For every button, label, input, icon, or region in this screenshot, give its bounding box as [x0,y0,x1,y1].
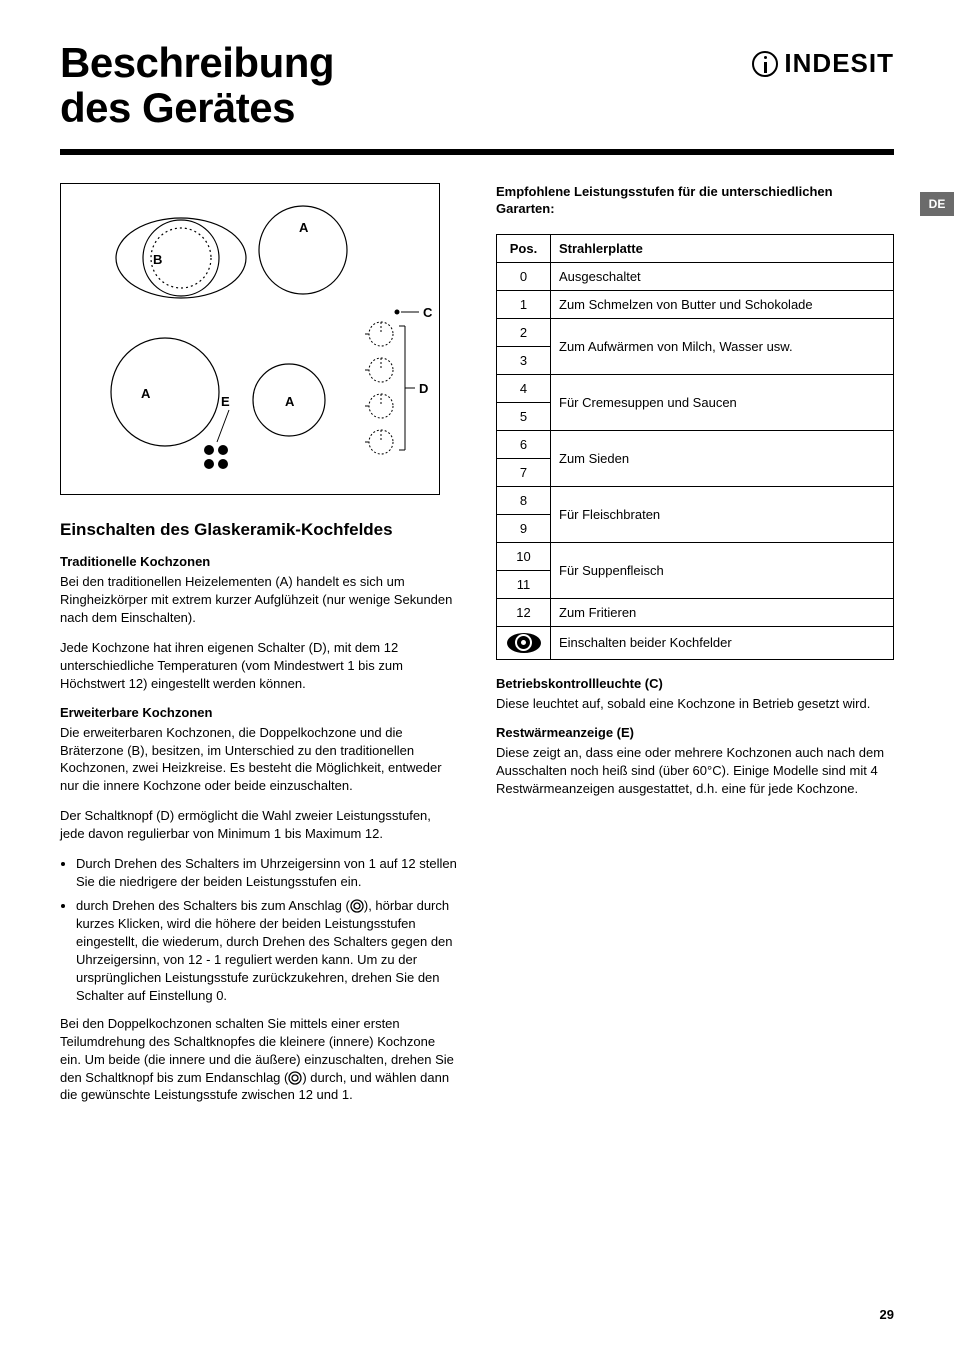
cell-pos: 5 [497,402,551,430]
table-row: Einschalten beider Kochfelder [497,626,894,659]
dual-zone-icon [288,1071,302,1085]
svg-text:A: A [285,394,295,409]
para-trad-1: Bei den traditionellen Heizelementen (A)… [60,573,458,627]
para-betrieb: Diese leuchtet auf, sobald eine Kochzone… [496,695,894,713]
cell-desc: Ausgeschaltet [551,262,894,290]
table-heading: Empfohlene Leistungsstufen für die unter… [496,183,894,218]
cell-pos [497,626,551,659]
svg-text:A: A [141,386,151,401]
info-icon [752,51,778,77]
cell-pos: 3 [497,346,551,374]
table-header-row: Pos. Strahlerplatte [497,234,894,262]
page-header: Beschreibung des Gerätes INDESIT [60,40,894,131]
subheading-traditionelle: Traditionelle Kochzonen [60,554,458,569]
table-row: 0Ausgeschaltet [497,262,894,290]
content-columns: B A A A E [60,183,894,1117]
cell-pos: 2 [497,318,551,346]
para-restwaerme: Diese zeigt an, dass eine oder mehrere K… [496,744,894,798]
th-desc: Strahlerplatte [551,234,894,262]
list-item: durch Drehen des Schalters bis zum Ansch… [76,897,458,1005]
list-item: Durch Drehen des Schalters im Uhrzeigers… [76,855,458,891]
cell-desc: Einschalten beider Kochfelder [551,626,894,659]
svg-text:E: E [221,394,230,409]
para-erw-1: Die erweiterbaren Kochzonen, die Doppelk… [60,724,458,796]
table-row: 4Für Cremesuppen und Saucen [497,374,894,402]
dual-zone-table-icon [507,633,541,653]
brand-text: INDESIT [784,48,894,79]
left-column: B A A A E [60,183,458,1117]
svg-text:A: A [299,220,309,235]
cell-desc: Zum Fritieren [551,598,894,626]
table-row: 10Für Suppenfleisch [497,542,894,570]
section-heading-einschalten: Einschalten des Glaskeramik-Kochfeldes [60,519,458,540]
header-rule [60,149,894,155]
para-trad-2: Jede Kochzone hat ihren eigenen Schalter… [60,639,458,693]
cell-pos: 1 [497,290,551,318]
page-number: 29 [880,1307,894,1322]
subheading-betriebskontroll: Betriebskontrollleuchte (C) [496,676,894,691]
svg-text:B: B [153,252,162,267]
cell-pos: 11 [497,570,551,598]
page-title: Beschreibung des Gerätes [60,40,334,131]
para-erw-3: Bei den Doppelkochzonen schalten Sie mit… [60,1015,458,1105]
dual-zone-icon [350,899,364,913]
hob-diagram: B A A A E [60,183,440,495]
cell-pos: 10 [497,542,551,570]
subheading-restwaerme: Restwärmeanzeige (E) [496,725,894,740]
table-row: 1Zum Schmelzen von Butter und Schokolade [497,290,894,318]
table-row: 8Für Fleischbraten [497,486,894,514]
cell-pos: 7 [497,458,551,486]
li-text-a: durch Drehen des Schalters bis zum Ansch… [76,898,350,913]
th-pos: Pos. [497,234,551,262]
title-line-1: Beschreibung [60,39,334,86]
cell-pos: 8 [497,486,551,514]
cell-pos: 4 [497,374,551,402]
hob-diagram-svg: B A A A E [61,184,439,494]
cell-desc: Zum Schmelzen von Butter und Schokolade [551,290,894,318]
bullet-list: Durch Drehen des Schalters im Uhrzeigers… [60,855,458,1005]
cell-pos: 12 [497,598,551,626]
svg-text:C: C [423,305,433,320]
cell-desc: Zum Sieden [551,430,894,486]
power-levels-table: Pos. Strahlerplatte 0Ausgeschaltet1Zum S… [496,234,894,660]
cell-desc: Für Suppenfleisch [551,542,894,598]
cell-pos: 6 [497,430,551,458]
title-line-2: des Gerätes [60,84,295,131]
cell-desc: Zum Aufwärmen von Milch, Wasser usw. [551,318,894,374]
li-text-b: ), hörbar durch kurzes Klicken, wird die… [76,898,453,1003]
svg-text:D: D [419,381,428,396]
table-row: 2Zum Aufwärmen von Milch, Wasser usw. [497,318,894,346]
cell-pos: 9 [497,514,551,542]
cell-pos: 0 [497,262,551,290]
cell-desc: Für Fleischbraten [551,486,894,542]
table-row: 6Zum Sieden [497,430,894,458]
para-erw-2: Der Schaltknopf (D) ermöglicht die Wahl … [60,807,458,843]
subheading-erweiterbare: Erweiterbare Kochzonen [60,705,458,720]
language-tab: DE [920,192,954,216]
right-column: Empfohlene Leistungsstufen für die unter… [496,183,894,1117]
table-row: 12Zum Fritieren [497,598,894,626]
cell-desc: Für Cremesuppen und Saucen [551,374,894,430]
brand-logo: INDESIT [752,48,894,79]
